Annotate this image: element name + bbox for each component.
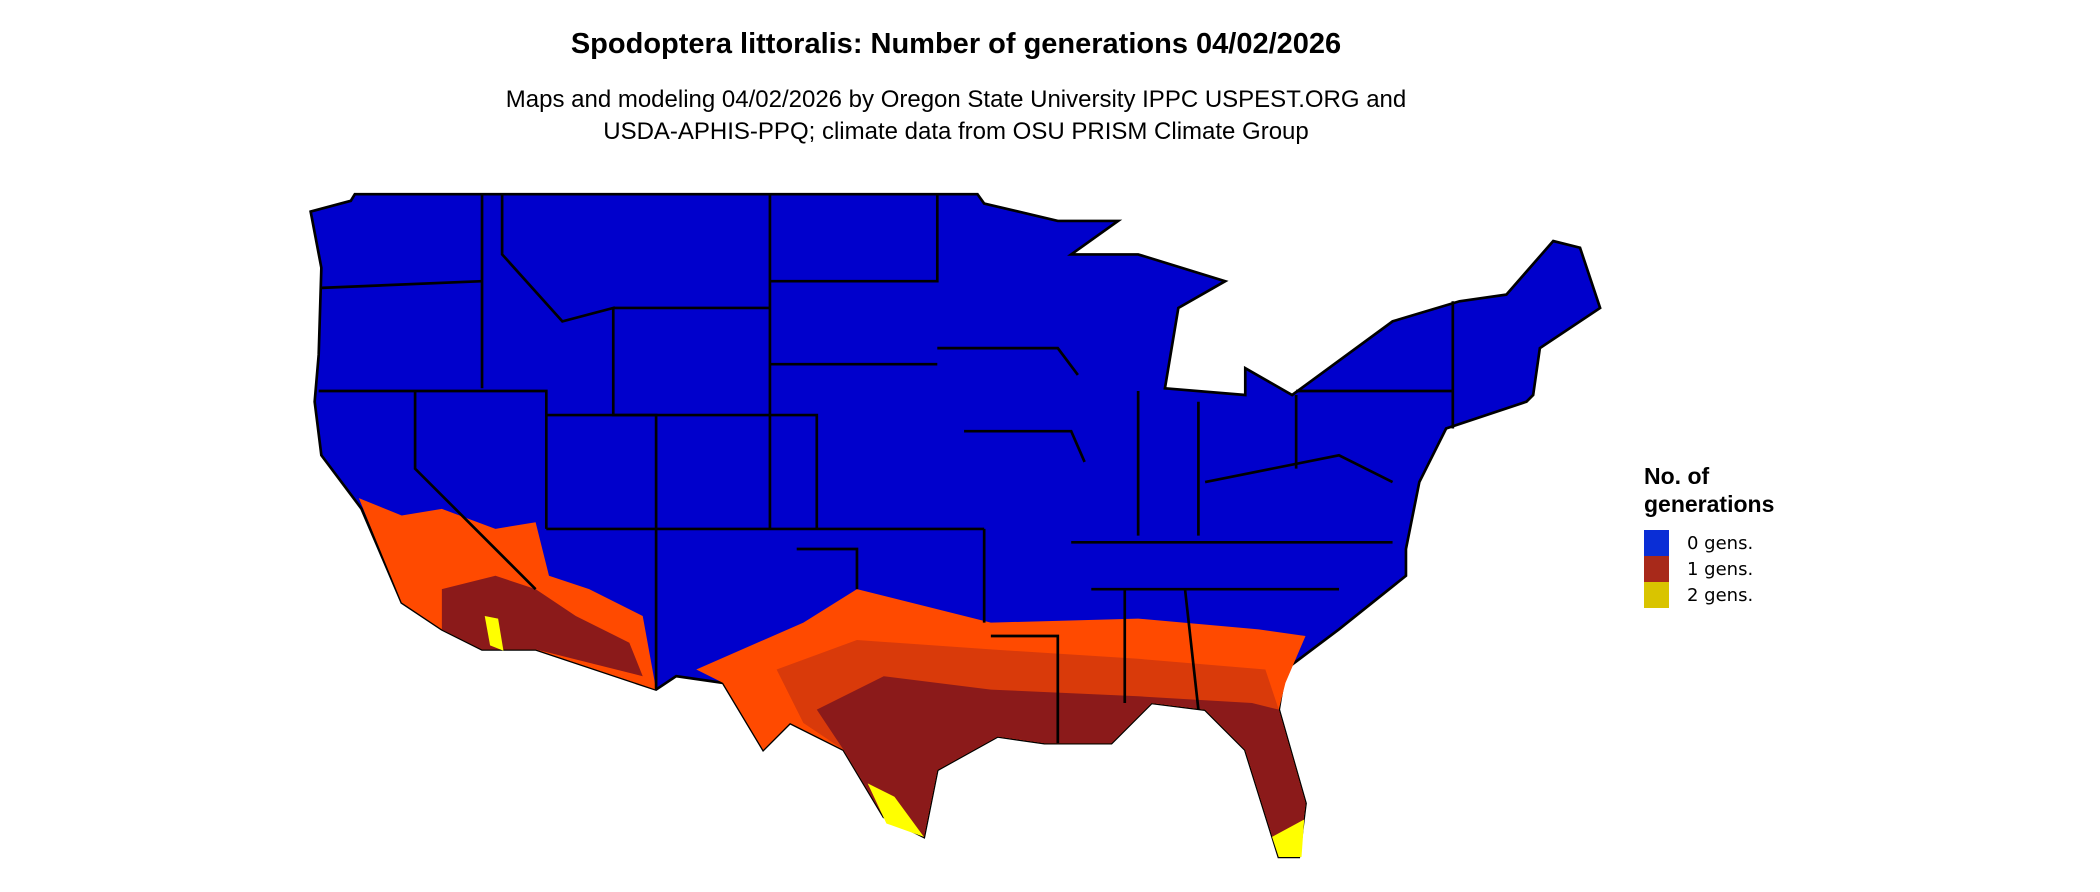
gulf-one-gen-high-region bbox=[816, 676, 1306, 857]
subtitle-line-1: Maps and modeling 04/02/2026 by Oregon S… bbox=[505, 86, 1407, 113]
subtitle-line-2: USDA-APHIS-PPQ; climate data from OSU PR… bbox=[603, 118, 1309, 145]
legend-item-1-gens: 1 gens. bbox=[1644, 556, 1774, 582]
florida-two-gens-region bbox=[1272, 819, 1305, 857]
legend-label: 1 gens. bbox=[1687, 558, 1754, 580]
legend-label: 0 gens. bbox=[1687, 532, 1754, 554]
legend: No. of generations 0 gens. 1 gens. 2 gen… bbox=[1644, 462, 1774, 608]
legend-swatch-yellow bbox=[1644, 582, 1669, 608]
southwest-one-gen-high-region bbox=[441, 575, 643, 677]
legend-title-line-1: No. of bbox=[1644, 463, 1710, 489]
california-two-gens-region bbox=[484, 615, 504, 651]
legend-item-2-gens: 2 gens. bbox=[1644, 582, 1774, 608]
legend-title: No. of generations bbox=[1644, 462, 1774, 518]
legend-swatch-blue bbox=[1644, 530, 1669, 556]
state-borders bbox=[318, 194, 1455, 744]
legend-title-line-2: generations bbox=[1644, 491, 1775, 517]
map-subtitle: Maps and modeling 04/02/2026 by Oregon S… bbox=[0, 84, 1912, 148]
legend-swatch-red bbox=[1644, 556, 1669, 582]
texas-two-gens-region bbox=[867, 783, 924, 837]
map-title: Spodoptera littoralis: Number of generat… bbox=[570, 28, 1342, 60]
legend-label: 2 gens. bbox=[1687, 584, 1754, 606]
legend-item-0-gens: 0 gens. bbox=[1644, 530, 1774, 556]
